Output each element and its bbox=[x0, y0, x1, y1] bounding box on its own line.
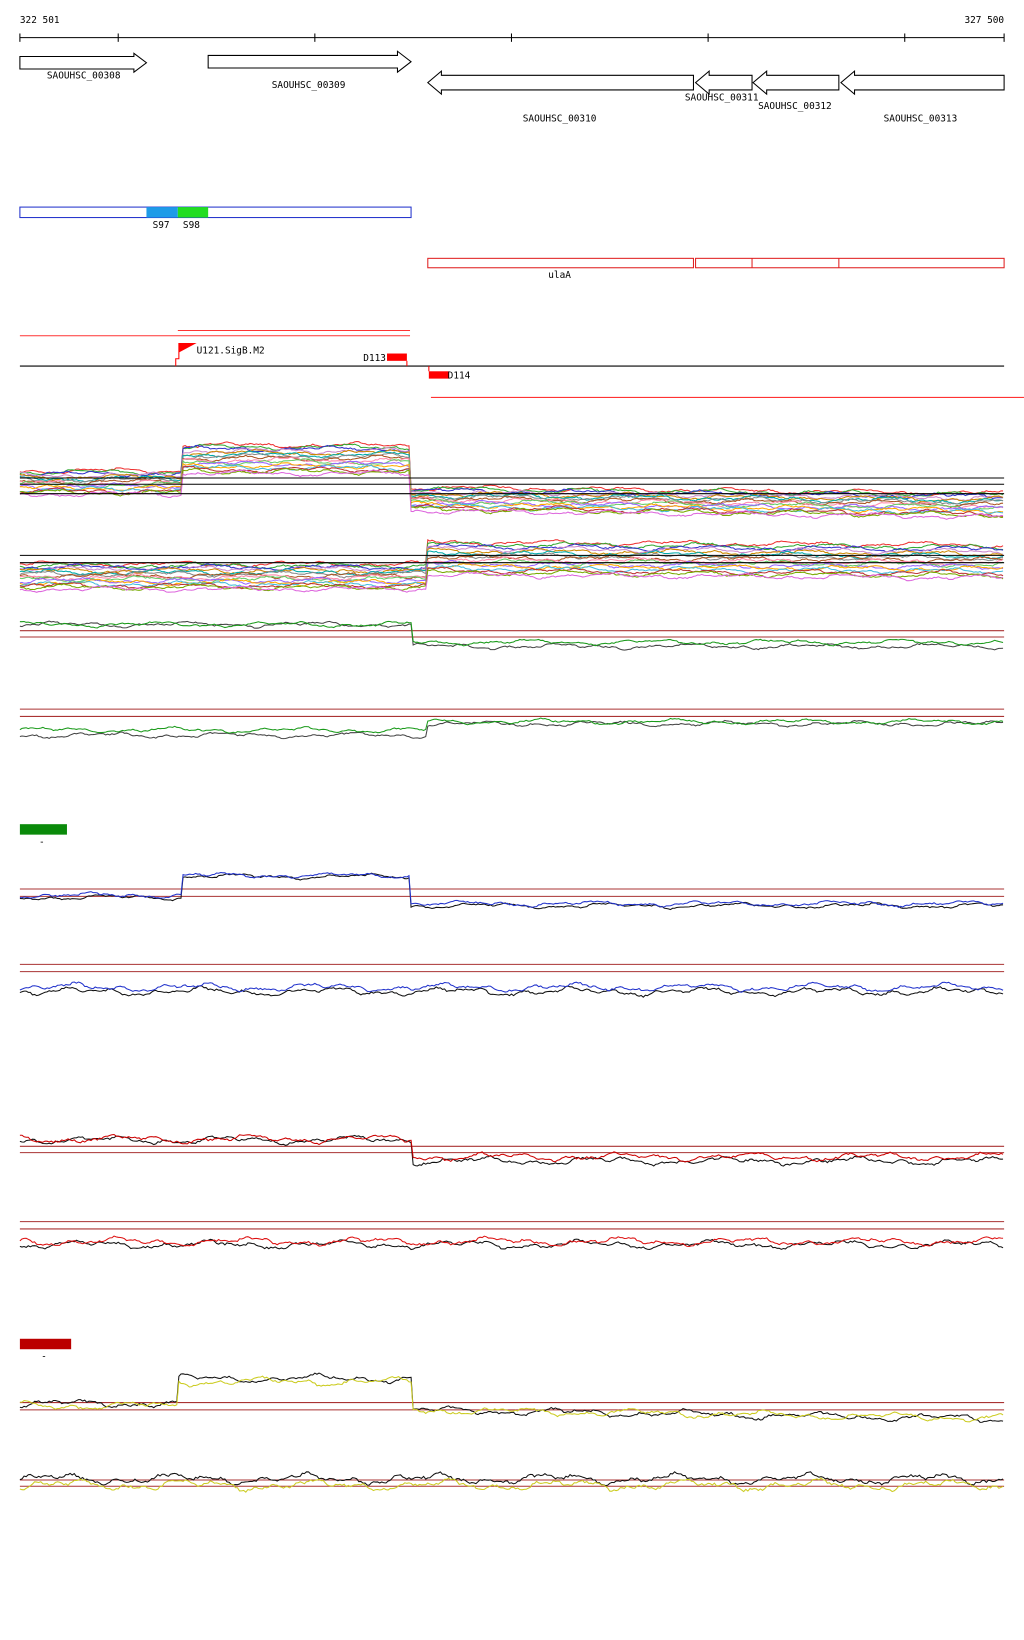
segment-label: S98 bbox=[183, 220, 200, 231]
signal bbox=[19, 469, 1004, 520]
signal bbox=[19, 1375, 1004, 1423]
signal bbox=[19, 541, 1004, 570]
ruler-start: 322 501 bbox=[20, 15, 60, 26]
legend-label: - bbox=[41, 1352, 47, 1363]
segment-label: S97 bbox=[153, 220, 170, 231]
legend-label: - bbox=[39, 837, 45, 848]
signal bbox=[19, 440, 1004, 497]
signal bbox=[19, 985, 1004, 998]
signal bbox=[19, 545, 1004, 573]
feature-label: D113 bbox=[363, 353, 386, 364]
ruler bbox=[19, 33, 1005, 42]
signal bbox=[19, 1477, 1004, 1493]
signal bbox=[19, 717, 1004, 734]
signal bbox=[19, 871, 1004, 908]
signal bbox=[19, 1134, 1004, 1167]
gene-label: SAOUHSC_00313 bbox=[884, 113, 958, 124]
signal bbox=[19, 1471, 1004, 1487]
signal bbox=[19, 1133, 1004, 1163]
signal bbox=[19, 559, 1004, 585]
signal bbox=[19, 552, 1004, 579]
gene-label: SAOUHSC_00311 bbox=[685, 92, 759, 103]
gene-label: SAOUHSC_00312 bbox=[758, 101, 832, 112]
operon-track bbox=[427, 257, 1005, 269]
segment-track bbox=[19, 206, 412, 219]
signal bbox=[19, 444, 1004, 500]
operon-label: ulaA bbox=[548, 270, 571, 281]
signal-tracks bbox=[19, 440, 1005, 1493]
signal bbox=[19, 571, 1004, 593]
feature-track bbox=[19, 329, 1024, 398]
signal bbox=[19, 456, 1004, 510]
signal bbox=[19, 543, 1004, 572]
feature-label: U121.SigB.M2 bbox=[197, 346, 265, 357]
legend-swatch bbox=[19, 824, 67, 835]
signal bbox=[19, 1372, 1004, 1423]
gene-label: SAOUHSC_00309 bbox=[272, 80, 346, 91]
legend-swatch bbox=[19, 1338, 72, 1350]
signal bbox=[19, 620, 1004, 651]
signal bbox=[19, 566, 1004, 590]
genes bbox=[19, 50, 1005, 96]
gene-label: SAOUHSC_00308 bbox=[47, 70, 121, 81]
feature-label: D114 bbox=[448, 371, 471, 382]
signal bbox=[19, 981, 1004, 993]
signal bbox=[19, 564, 1004, 589]
signal bbox=[19, 1235, 1004, 1248]
ruler-end: 327 500 bbox=[964, 15, 1004, 26]
signal bbox=[19, 447, 1004, 502]
signal bbox=[19, 620, 1004, 647]
signal bbox=[19, 465, 1004, 518]
gene-label: SAOUHSC_00310 bbox=[523, 113, 597, 124]
signal bbox=[19, 454, 1004, 509]
